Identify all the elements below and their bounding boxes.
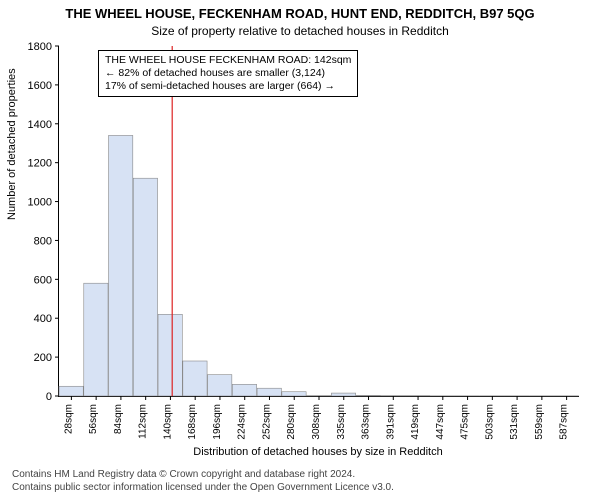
svg-text:363sqm: 363sqm: [361, 404, 372, 440]
svg-text:0: 0: [46, 391, 52, 403]
svg-text:559sqm: 559sqm: [534, 404, 545, 440]
svg-text:447sqm: 447sqm: [435, 404, 446, 440]
svg-text:1000: 1000: [28, 197, 52, 209]
bar: [183, 361, 207, 396]
svg-text:475sqm: 475sqm: [460, 404, 471, 440]
svg-text:391sqm: 391sqm: [385, 404, 396, 440]
svg-text:252sqm: 252sqm: [261, 404, 272, 440]
annotation-box: THE WHEEL HOUSE FECKENHAM ROAD: 142sqm ←…: [98, 50, 358, 97]
bar: [59, 386, 83, 396]
bar: [158, 314, 182, 396]
svg-text:112sqm: 112sqm: [138, 404, 149, 439]
y-axis-label: Number of detached properties: [6, 68, 18, 220]
annotation-line2: ← 82% of detached houses are smaller (3,…: [105, 67, 351, 80]
bar: [208, 375, 232, 396]
svg-text:335sqm: 335sqm: [336, 404, 347, 440]
svg-text:84sqm: 84sqm: [113, 404, 124, 434]
chart-subtitle: Size of property relative to detached ho…: [0, 24, 600, 38]
svg-text:1800: 1800: [28, 41, 52, 53]
svg-text:503sqm: 503sqm: [484, 404, 495, 440]
annotation-line1: THE WHEEL HOUSE FECKENHAM ROAD: 142sqm: [105, 54, 351, 67]
bar: [133, 178, 157, 396]
svg-text:56sqm: 56sqm: [88, 404, 99, 434]
svg-text:28sqm: 28sqm: [63, 404, 74, 434]
svg-text:224sqm: 224sqm: [237, 404, 248, 440]
svg-text:800: 800: [34, 235, 52, 247]
footer-line2: Contains public sector information licen…: [12, 482, 394, 495]
svg-text:200: 200: [34, 352, 52, 364]
bar: [84, 283, 108, 396]
bar: [232, 384, 256, 396]
bar: [109, 135, 133, 396]
svg-text:140sqm: 140sqm: [162, 404, 173, 440]
chart-container: THE WHEEL HOUSE, FECKENHAM ROAD, HUNT EN…: [0, 0, 600, 500]
bar: [282, 392, 306, 396]
svg-text:419sqm: 419sqm: [410, 404, 421, 440]
bar: [356, 395, 380, 396]
bar: [257, 388, 281, 396]
svg-text:600: 600: [34, 274, 52, 286]
svg-text:587sqm: 587sqm: [559, 404, 570, 440]
svg-text:280sqm: 280sqm: [286, 404, 297, 440]
footer: Contains HM Land Registry data © Crown c…: [12, 469, 394, 494]
chart-svg: 02004006008001000120014001600180028sqm56…: [59, 46, 579, 396]
footer-line1: Contains HM Land Registry data © Crown c…: [12, 469, 394, 482]
x-axis-label: Distribution of detached houses by size …: [58, 446, 578, 458]
bar: [331, 393, 355, 396]
plot-area: 02004006008001000120014001600180028sqm56…: [58, 46, 579, 397]
svg-text:531sqm: 531sqm: [509, 404, 520, 440]
chart-title: THE WHEEL HOUSE, FECKENHAM ROAD, HUNT EN…: [0, 6, 600, 21]
svg-text:1200: 1200: [28, 158, 52, 170]
svg-text:308sqm: 308sqm: [311, 404, 322, 440]
svg-text:400: 400: [34, 313, 52, 325]
svg-text:196sqm: 196sqm: [212, 404, 223, 440]
svg-text:1600: 1600: [28, 80, 52, 92]
svg-text:168sqm: 168sqm: [187, 404, 198, 440]
annotation-line3: 17% of semi-detached houses are larger (…: [105, 80, 351, 93]
svg-text:1400: 1400: [28, 119, 52, 131]
